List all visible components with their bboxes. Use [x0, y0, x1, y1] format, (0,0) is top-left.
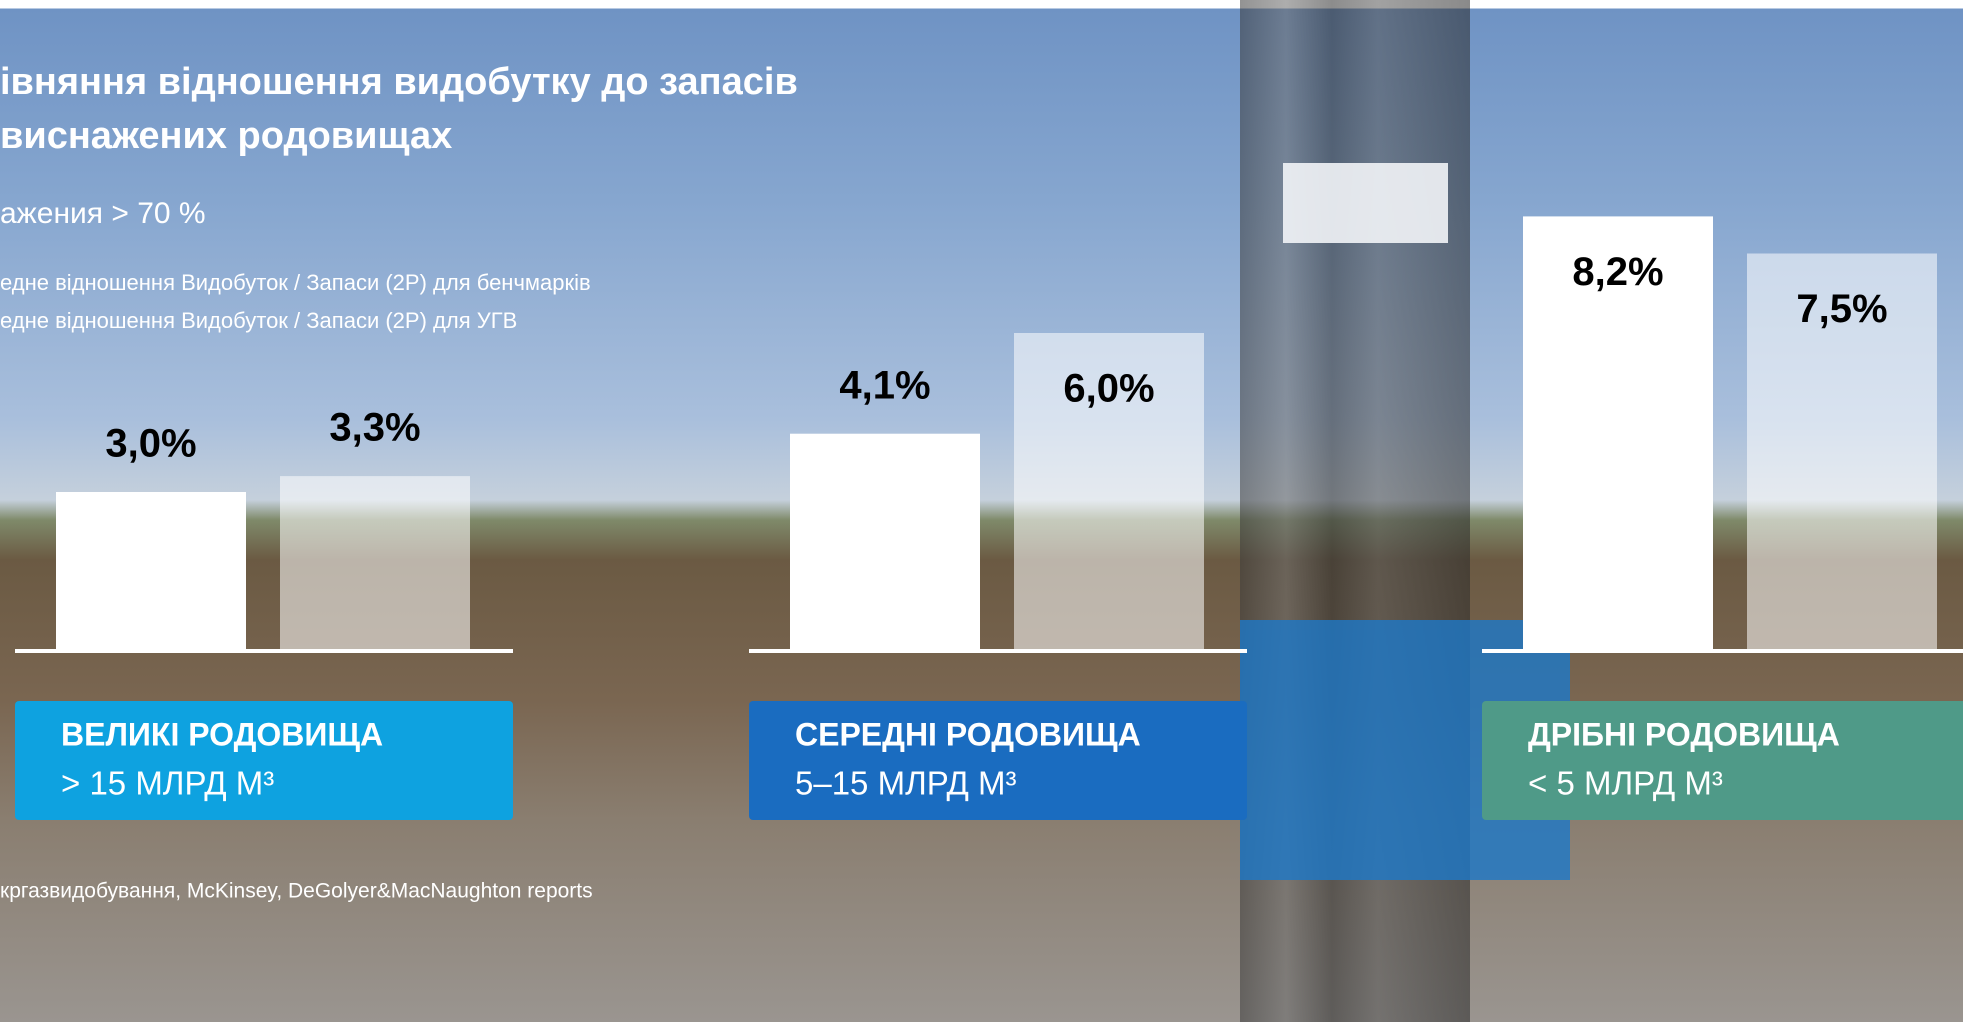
category-sublabel: < 5 МЛРД М³: [1528, 765, 1723, 802]
category-sublabel: 5–15 МЛРД М³: [795, 765, 1017, 802]
legend-label: едне відношення Видобуток / Запаси (2P) …: [0, 270, 591, 295]
chart-title: івняння відношення видобутку до запасів: [0, 61, 798, 103]
bar: [1747, 253, 1937, 651]
bar: [1523, 216, 1713, 651]
chart-title: виснажених родовищах: [0, 115, 452, 157]
category-box: [15, 701, 513, 820]
category-label: ДРІБНІ РОДОВИЩА: [1528, 716, 1840, 752]
category-label: ВЕЛИКІ РОДОВИЩА: [61, 716, 383, 752]
category-label: СЕРЕДНІ РОДОВИЩА: [795, 716, 1141, 752]
value-label: 4,1%: [839, 363, 930, 407]
category-box: [749, 701, 1247, 820]
bar: [56, 492, 246, 651]
bar: [280, 476, 470, 651]
chart-subtitle: ажения > 70 %: [0, 197, 206, 230]
legend-label: едне відношення Видобуток / Запаси (2P) …: [0, 308, 517, 333]
value-label: 7,5%: [1796, 287, 1887, 331]
value-label: 8,2%: [1572, 250, 1663, 294]
background-logo: [1283, 163, 1448, 243]
bar: [1014, 333, 1204, 651]
category-box: [1482, 701, 1963, 820]
bar: [790, 433, 980, 651]
value-label: 6,0%: [1063, 367, 1154, 411]
value-label: 3,3%: [329, 406, 420, 450]
value-label: 3,0%: [105, 422, 196, 466]
source-note: кргазвидобування, McKinsey, DeGolyer&Mac…: [0, 880, 593, 903]
category-sublabel: > 15 МЛРД М³: [61, 765, 274, 802]
